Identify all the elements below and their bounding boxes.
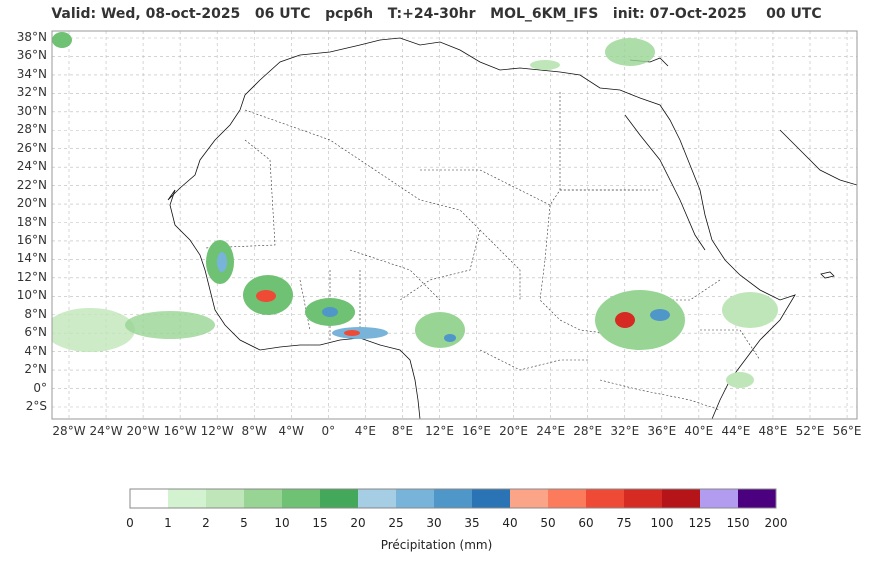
lat-tick-label: 18°N [16, 214, 47, 229]
colorbar-level-label: 35 [464, 516, 480, 530]
lon-tick-label: 36°E [647, 424, 677, 438]
precipitation-areas [52, 32, 778, 388]
colorbar-segment [472, 489, 511, 508]
colorbar-segment [206, 489, 245, 508]
colorbar-segment [700, 489, 739, 508]
lon-tick-label: 24°E [536, 424, 566, 438]
colorbar-level-label: 75 [616, 516, 632, 530]
lat-tick-label: 2°S [25, 399, 47, 413]
colorbar-level-label: 1 [164, 516, 172, 530]
lon-tick-label: 12°W [200, 424, 234, 438]
colorbar-level-label: 150 [726, 516, 750, 530]
colorbar-segment [624, 489, 663, 508]
colorbar-segment [434, 489, 473, 508]
lat-tick-label: 38°N [16, 30, 47, 44]
lat-tick-label: 0° [33, 380, 47, 395]
lon-tick-label: 40°E [684, 424, 714, 438]
lat-tick-label: 26°N [16, 140, 47, 155]
colorbar-level-label: 15 [312, 516, 328, 530]
lat-tick-label: 8°N [24, 306, 47, 321]
lon-tick-label: 12°E [425, 424, 454, 438]
colorbar-segment [586, 489, 625, 508]
country-borders [204, 90, 761, 411]
lat-tick-label: 10°N [16, 288, 47, 303]
lat-tick-label: 28°N [16, 122, 47, 137]
lon-tick-label: 8°W [241, 424, 268, 438]
colorbar-segment [510, 489, 549, 508]
lat-tick-label: 34°N [16, 66, 47, 81]
map-title: Valid: Wed, 08-oct-2025 06 UTC pcp6h T:+… [51, 6, 822, 22]
colorbar-segment [130, 489, 169, 508]
lat-tick-label: 22°N [16, 177, 47, 192]
lat-tick-label: 12°N [16, 269, 47, 284]
colorbar-segment [168, 489, 207, 508]
lon-tick-label: 20°W [126, 424, 160, 438]
coastlines [167, 37, 857, 419]
lon-tick-label: 28°W [52, 424, 86, 438]
lon-tick-label: 0° [321, 424, 336, 438]
colorbar-segment [244, 489, 283, 508]
colorbar-segment [320, 489, 359, 508]
lon-tick-label: 24°W [89, 424, 123, 438]
colorbar-segment [662, 489, 701, 508]
lat-tick-label: 14°N [16, 251, 47, 266]
colorbar-segment [358, 489, 397, 508]
lon-tick-label: 28°E [573, 424, 603, 438]
lon-tick-label: 20°E [499, 424, 529, 438]
lat-tick-label: 36°N [16, 48, 47, 63]
colorbar-level-label: 40 [502, 516, 518, 530]
colorbar [129, 488, 777, 509]
colorbar-level-label: 100 [650, 516, 674, 530]
lon-tick-label: 52°E [795, 424, 825, 438]
lon-tick-label: 48°E [758, 424, 788, 438]
colorbar-level-label: 25 [388, 516, 404, 530]
colorbar-title: Précipitation (mm) [380, 538, 493, 552]
lat-tick-label: 20°N [16, 196, 47, 211]
lat-tick-label: 16°N [16, 232, 47, 247]
lon-tick-label: 32°E [610, 424, 640, 438]
colorbar-level-label: 125 [688, 516, 712, 530]
map-gridlines [52, 31, 857, 419]
colorbar-segment [548, 489, 587, 508]
colorbar-level-label: 200 [764, 516, 788, 530]
lat-tick-label: 4°N [24, 343, 47, 358]
lat-tick-label: 32°N [16, 85, 47, 100]
colorbar-level-label: 0 [126, 516, 134, 530]
colorbar-level-label: 30 [426, 516, 442, 530]
colorbar-level-label: 60 [578, 516, 594, 530]
colorbar-level-label: 10 [274, 516, 290, 530]
lat-tick-label: 30°N [16, 103, 47, 118]
lon-tick-label: 44°E [721, 424, 751, 438]
map-frame [51, 30, 858, 420]
colorbar-level-label: 50 [540, 516, 556, 530]
colorbar-level-label: 2 [202, 516, 210, 530]
lon-tick-label: 4°W [278, 424, 305, 438]
colorbar-level-label: 5 [240, 516, 248, 530]
lon-tick-label: 16°W [163, 424, 197, 438]
lat-tick-label: 24°N [16, 159, 47, 174]
lon-tick-label: 8°E [391, 424, 414, 438]
lon-tick-label: 16°E [462, 424, 491, 438]
colorbar-segment [738, 489, 777, 508]
lon-tick-label: 4°E [354, 424, 376, 438]
lon-tick-label: 56°E [832, 424, 862, 438]
colorbar-segment [282, 489, 321, 508]
colorbar-frame [129, 488, 777, 509]
colorbar-level-label: 20 [350, 516, 366, 530]
lat-tick-label: 6°N [24, 325, 47, 340]
colorbar-segment [396, 489, 435, 508]
lat-tick-label: 2°N [24, 362, 47, 377]
